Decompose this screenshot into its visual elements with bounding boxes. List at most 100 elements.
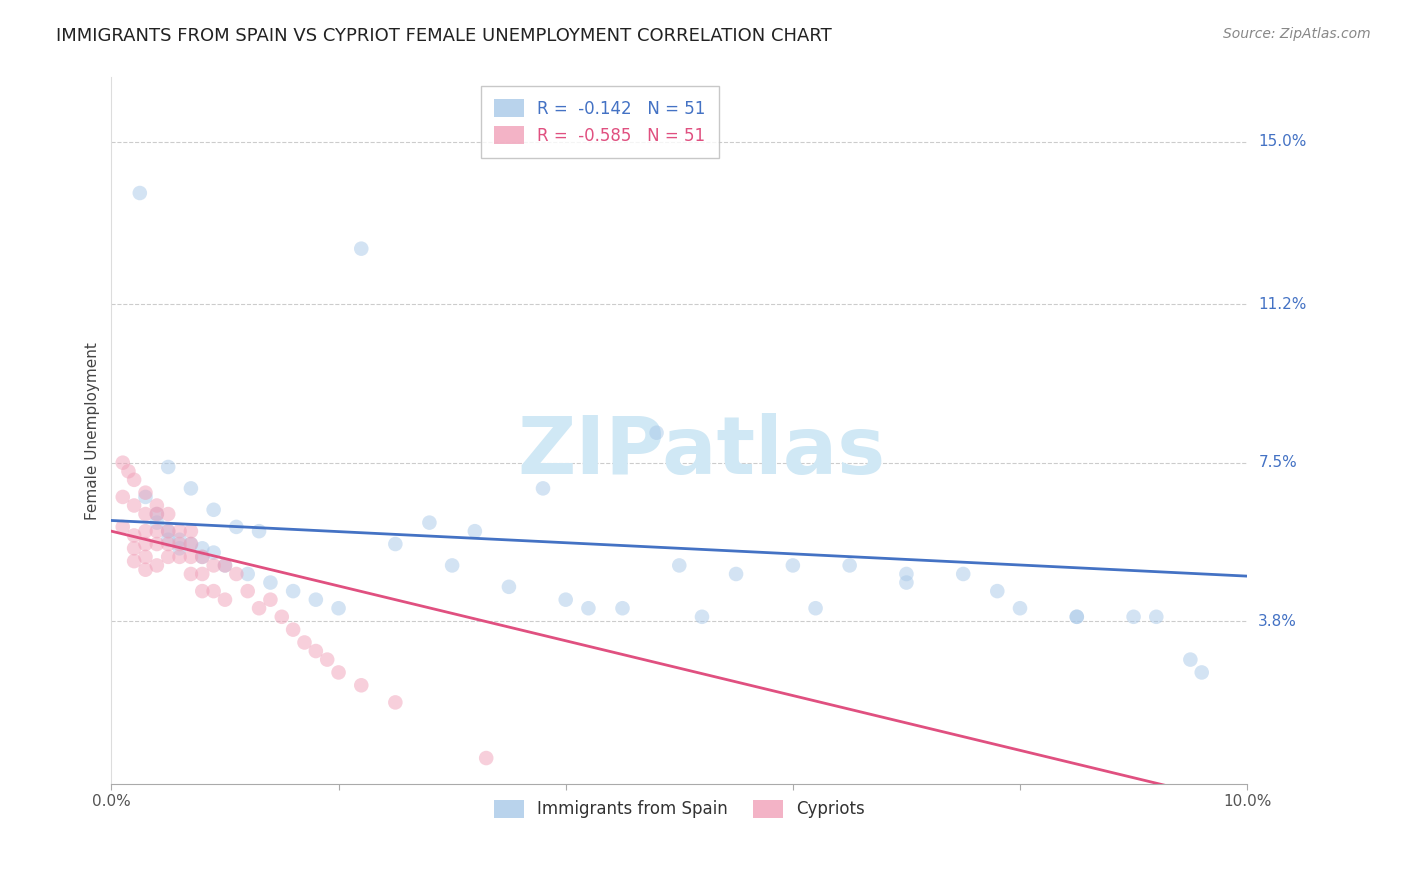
Point: [645, 425, 668, 440]
Point: [191, 549, 214, 564]
Point: [214, 558, 236, 573]
Point: [986, 584, 1008, 599]
Point: [270, 609, 292, 624]
Point: [316, 652, 339, 666]
Point: [578, 601, 600, 615]
Point: [896, 566, 918, 581]
Point: [1144, 609, 1167, 624]
Text: IMMIGRANTS FROM SPAIN VS CYPRIOT FEMALE UNEMPLOYMENT CORRELATION CHART: IMMIGRANTS FROM SPAIN VS CYPRIOT FEMALE …: [56, 27, 832, 45]
Point: [169, 549, 191, 564]
Point: [225, 520, 247, 534]
Point: [157, 537, 180, 551]
Point: [214, 558, 236, 573]
Point: [134, 485, 156, 500]
Point: [180, 524, 202, 538]
Text: 7.5%: 7.5%: [1258, 455, 1296, 470]
Text: 15.0%: 15.0%: [1258, 134, 1306, 149]
Point: [169, 533, 191, 547]
Point: [191, 541, 214, 556]
Point: [191, 566, 214, 581]
Point: [475, 751, 498, 765]
Point: [191, 549, 214, 564]
Text: 11.2%: 11.2%: [1258, 297, 1306, 312]
Point: [157, 524, 180, 538]
Point: [1008, 601, 1031, 615]
Point: [122, 528, 145, 542]
Point: [1191, 665, 1213, 680]
Point: [122, 554, 145, 568]
Point: [146, 524, 169, 538]
Point: [134, 549, 156, 564]
Point: [111, 456, 134, 470]
Point: [117, 464, 139, 478]
Point: [169, 524, 191, 538]
Point: [157, 524, 180, 538]
Point: [782, 558, 804, 573]
Point: [134, 563, 156, 577]
Point: [384, 537, 406, 551]
Point: [169, 537, 191, 551]
Point: [146, 558, 169, 573]
Point: [294, 635, 316, 649]
Point: [305, 644, 328, 658]
Point: [247, 524, 270, 538]
Point: [157, 549, 180, 564]
Point: [1066, 609, 1088, 624]
Point: [146, 507, 169, 521]
Point: [214, 592, 236, 607]
Point: [236, 566, 259, 581]
Text: ZIPatlas: ZIPatlas: [517, 413, 886, 491]
Point: [531, 482, 554, 496]
Point: [134, 490, 156, 504]
Point: [225, 566, 247, 581]
Point: [441, 558, 464, 573]
Point: [464, 524, 486, 538]
Point: [128, 186, 150, 200]
Text: 3.8%: 3.8%: [1258, 614, 1298, 629]
Point: [350, 242, 373, 256]
Point: [952, 566, 974, 581]
Legend: Immigrants from Spain, Cypriots: Immigrants from Spain, Cypriots: [486, 793, 872, 825]
Point: [554, 592, 576, 607]
Point: [1066, 609, 1088, 624]
Point: [498, 580, 520, 594]
Point: [180, 566, 202, 581]
Point: [180, 537, 202, 551]
Point: [146, 499, 169, 513]
Point: [350, 678, 373, 692]
Point: [259, 592, 281, 607]
Point: [202, 545, 225, 559]
Point: [157, 460, 180, 475]
Point: [180, 537, 202, 551]
Point: [180, 549, 202, 564]
Point: [328, 601, 350, 615]
Point: [202, 558, 225, 573]
Point: [668, 558, 690, 573]
Point: [191, 584, 214, 599]
Point: [146, 516, 169, 530]
Point: [202, 584, 225, 599]
Point: [384, 695, 406, 709]
Point: [418, 516, 440, 530]
Point: [305, 592, 328, 607]
Point: [281, 623, 304, 637]
Point: [122, 499, 145, 513]
Point: [111, 520, 134, 534]
Point: [202, 502, 225, 516]
Point: [896, 575, 918, 590]
Point: [838, 558, 860, 573]
Point: [146, 507, 169, 521]
Point: [281, 584, 304, 599]
Point: [134, 507, 156, 521]
Point: [1122, 609, 1144, 624]
Point: [725, 566, 748, 581]
Point: [169, 541, 191, 556]
Point: [134, 537, 156, 551]
Point: [328, 665, 350, 680]
Y-axis label: Female Unemployment: Female Unemployment: [86, 342, 100, 519]
Point: [690, 609, 713, 624]
Point: [247, 601, 270, 615]
Point: [122, 473, 145, 487]
Point: [146, 537, 169, 551]
Point: [236, 584, 259, 599]
